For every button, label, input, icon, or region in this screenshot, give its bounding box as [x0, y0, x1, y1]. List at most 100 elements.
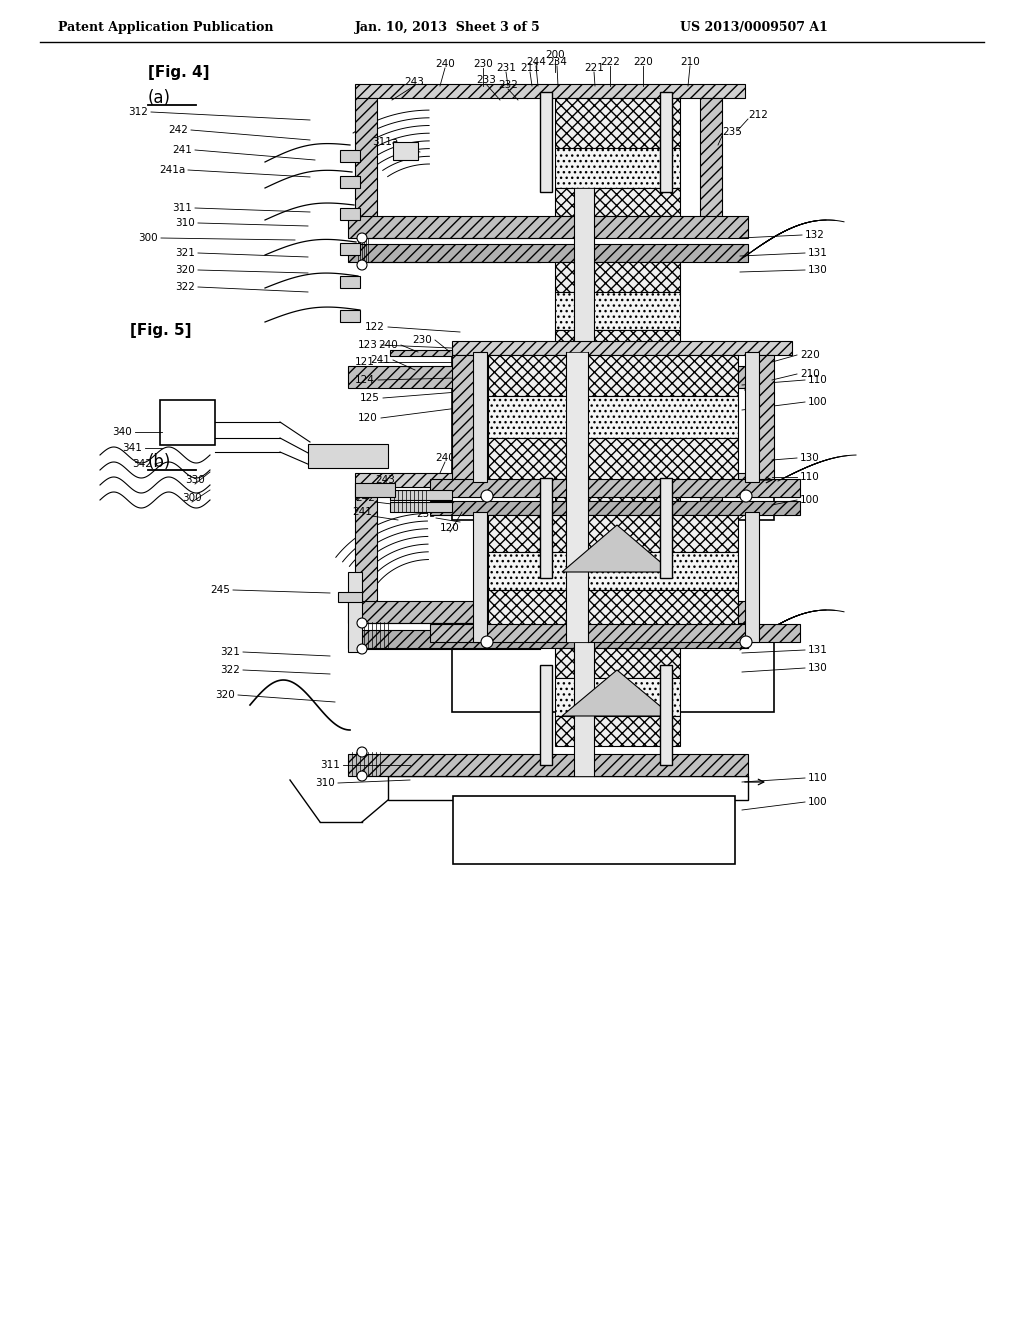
- Bar: [660, 665, 672, 766]
- Bar: [566, 352, 588, 642]
- Text: 131: 131: [808, 645, 827, 655]
- Text: 230: 230: [413, 335, 432, 345]
- Bar: [340, 150, 360, 162]
- Circle shape: [481, 636, 493, 648]
- Text: 121: 121: [355, 356, 375, 367]
- Text: 212: 212: [748, 110, 768, 120]
- Text: 341: 341: [122, 444, 142, 453]
- Bar: [488, 552, 738, 590]
- Text: 131: 131: [808, 248, 827, 257]
- Bar: [355, 473, 745, 487]
- Bar: [555, 261, 680, 292]
- Bar: [745, 352, 759, 482]
- Bar: [555, 715, 680, 746]
- Text: 221: 221: [584, 63, 604, 73]
- Text: 243: 243: [375, 475, 395, 484]
- Text: 244: 244: [528, 459, 548, 469]
- Text: Jan. 10, 2013  Sheet 3 of 5: Jan. 10, 2013 Sheet 3 of 5: [355, 21, 541, 34]
- Text: 123: 123: [358, 341, 378, 350]
- Text: 100: 100: [808, 797, 827, 807]
- Text: 110: 110: [808, 375, 827, 385]
- Bar: [430, 624, 800, 642]
- Text: 300: 300: [182, 492, 202, 503]
- Text: 220: 220: [633, 57, 653, 67]
- Text: 241: 241: [172, 145, 193, 154]
- Text: 231: 231: [496, 63, 516, 73]
- Bar: [390, 350, 452, 356]
- Bar: [752, 355, 774, 484]
- Text: 230: 230: [473, 59, 493, 69]
- Bar: [540, 92, 552, 191]
- Bar: [555, 487, 680, 533]
- Bar: [745, 512, 759, 642]
- Polygon shape: [562, 671, 672, 715]
- Polygon shape: [562, 525, 672, 572]
- Text: 320: 320: [175, 265, 195, 275]
- Bar: [453, 796, 735, 865]
- Text: [Fig. 5]: [Fig. 5]: [130, 322, 191, 338]
- Bar: [452, 355, 474, 484]
- Text: 232: 232: [488, 475, 508, 484]
- Bar: [160, 400, 215, 445]
- Text: 120: 120: [358, 413, 378, 422]
- Bar: [355, 84, 745, 98]
- Text: (b): (b): [148, 453, 171, 471]
- Circle shape: [357, 747, 367, 756]
- Bar: [430, 479, 800, 498]
- Circle shape: [357, 771, 367, 781]
- Circle shape: [357, 260, 367, 271]
- Bar: [340, 243, 360, 255]
- Text: 220: 220: [800, 350, 820, 360]
- Bar: [452, 341, 792, 355]
- Text: 342: 342: [132, 459, 152, 469]
- Bar: [390, 490, 452, 500]
- Text: 310: 310: [175, 218, 195, 228]
- Text: 211: 211: [520, 63, 540, 73]
- Text: 235: 235: [722, 127, 741, 137]
- Text: 210: 210: [800, 370, 820, 379]
- Circle shape: [740, 490, 752, 502]
- Bar: [555, 648, 680, 678]
- Circle shape: [740, 636, 752, 648]
- Bar: [473, 352, 487, 482]
- Text: 125: 125: [360, 393, 380, 403]
- Bar: [488, 355, 738, 396]
- Bar: [555, 187, 680, 216]
- Text: 234: 234: [520, 453, 540, 463]
- Text: 321: 321: [220, 647, 240, 657]
- Bar: [340, 310, 360, 322]
- Bar: [355, 483, 395, 498]
- Text: 340: 340: [113, 426, 132, 437]
- Text: 242: 242: [355, 492, 375, 503]
- Text: 245: 245: [210, 585, 230, 595]
- Bar: [348, 754, 748, 776]
- Circle shape: [357, 644, 367, 653]
- Bar: [340, 276, 360, 288]
- Text: 312: 312: [128, 107, 148, 117]
- Bar: [348, 244, 748, 261]
- Text: 222: 222: [600, 453, 620, 463]
- Text: 212: 212: [748, 503, 768, 513]
- Bar: [348, 630, 748, 648]
- Bar: [348, 601, 748, 623]
- Text: 310: 310: [315, 777, 335, 788]
- Bar: [390, 502, 452, 512]
- Text: 222: 222: [600, 57, 620, 67]
- Text: 130: 130: [808, 663, 827, 673]
- Bar: [555, 148, 680, 187]
- Bar: [555, 678, 680, 715]
- Bar: [488, 438, 738, 480]
- Bar: [453, 388, 735, 470]
- Text: 235: 235: [416, 510, 436, 519]
- Text: 244: 244: [526, 57, 546, 67]
- Text: US 2013/0009507 A1: US 2013/0009507 A1: [680, 21, 827, 34]
- Bar: [473, 512, 487, 642]
- Bar: [555, 533, 680, 572]
- Text: 232: 232: [498, 81, 518, 90]
- Circle shape: [357, 618, 367, 628]
- Text: 234: 234: [547, 57, 567, 67]
- Bar: [308, 444, 388, 469]
- Bar: [355, 487, 377, 606]
- Bar: [340, 209, 360, 220]
- Text: 242: 242: [168, 125, 188, 135]
